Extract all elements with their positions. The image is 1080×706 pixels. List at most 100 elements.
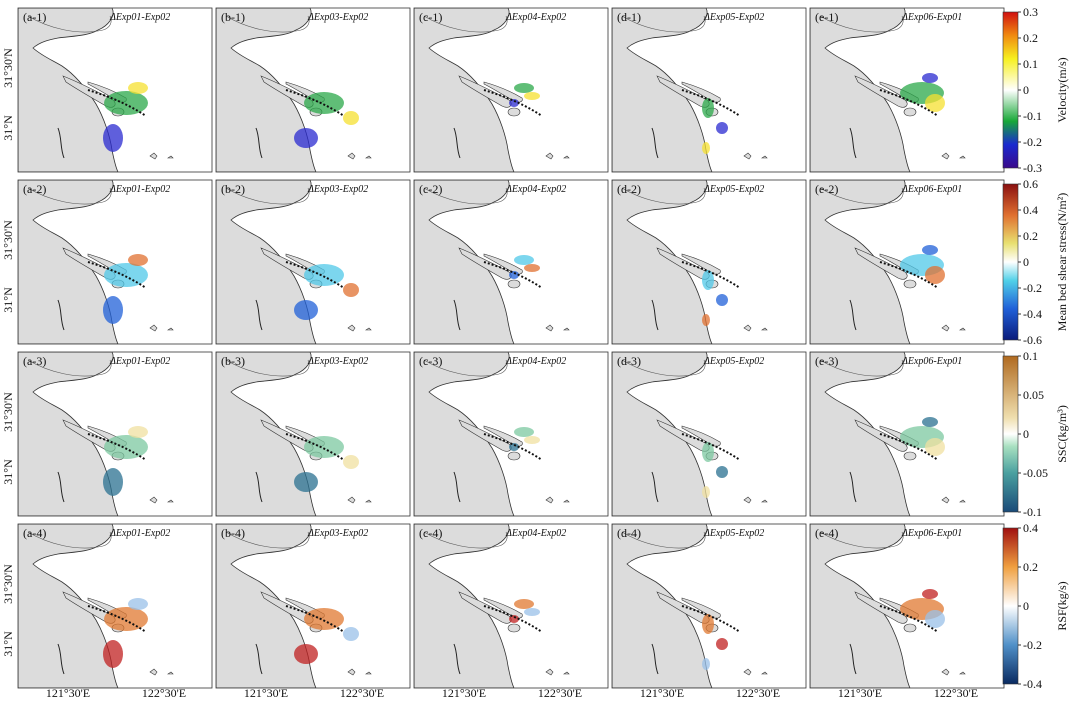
anomaly [294, 472, 318, 492]
anomaly [104, 263, 148, 287]
panel-label: (c-4) [419, 526, 442, 540]
colorbar-label: Velocity(m/s) [1055, 57, 1069, 122]
panel-label: (a-1) [23, 10, 46, 24]
x-label: 122°30'E [340, 686, 384, 700]
panel-label: (b-1) [221, 10, 245, 24]
anomaly [343, 455, 359, 469]
channel-line [285, 605, 345, 633]
panel-label: (b-3) [221, 354, 245, 368]
anomaly [104, 435, 148, 459]
anomaly [103, 124, 123, 152]
panel-title: ΔExp05-Exp02 [703, 184, 764, 195]
panel-border [611, 351, 807, 517]
colorbar-tick-label: -0.2 [1023, 281, 1042, 295]
panel-title: ΔExp05-Exp02 [703, 528, 764, 539]
panel-label: (c-2) [419, 182, 442, 196]
channel-line [879, 261, 939, 289]
x-label: 122°30'E [736, 686, 780, 700]
panel-title: ΔExp03-Exp02 [307, 184, 368, 195]
panel-border [413, 523, 609, 689]
panel-label: (d-4) [617, 526, 641, 540]
panel-border [611, 179, 807, 345]
map-panel: (a-1) ΔExp01-Exp02 [17, 7, 213, 173]
anomaly [103, 296, 123, 324]
map-panel: (b-2) ΔExp03-Exp02 [215, 179, 411, 345]
colorbar-tick-label: 0.4 [1023, 203, 1038, 217]
colorbar [1002, 183, 1019, 341]
panel-title: ΔExp03-Exp02 [307, 12, 368, 23]
channel-line [483, 433, 543, 461]
channel-line [87, 261, 147, 289]
x-label: 121°30'E [46, 686, 90, 700]
anomaly [702, 270, 714, 290]
map-panel: (b-4) ΔExp03-Exp02 [215, 523, 411, 689]
colorbar-tick-label: 0.05 [1023, 388, 1044, 402]
channel-line [681, 433, 741, 461]
anomaly [524, 92, 540, 100]
panel-label: (e-2) [815, 182, 838, 196]
anomaly [294, 300, 318, 320]
map-panel: (b-1) ΔExp03-Exp02 [215, 7, 411, 173]
anomaly [716, 122, 728, 134]
panel-label: (d-3) [617, 354, 641, 368]
panel-title: ΔExp03-Exp02 [307, 356, 368, 367]
anomaly [514, 255, 534, 265]
anomaly [514, 599, 534, 609]
panel-border [17, 351, 213, 517]
colorbar-tick-label: 0.6 [1023, 177, 1038, 191]
colorbar-tick-label: 0 [1023, 599, 1029, 613]
colorbar-label: Mean bed shear stress(N/m²) [1055, 193, 1069, 332]
panel-title: ΔExp04-Exp02 [505, 12, 566, 23]
anomaly [925, 438, 945, 456]
colorbar-label: RSF(kg/s) [1055, 581, 1069, 630]
anomaly [922, 73, 938, 83]
channel-line [483, 261, 543, 289]
panel-label: (e-3) [815, 354, 838, 368]
colorbar-label: SSC(kg/m³) [1055, 405, 1069, 463]
panel-border [17, 523, 213, 689]
y-label: 31°N [1, 631, 15, 657]
anomaly [104, 91, 148, 115]
colorbar-tick-label: -0.4 [1023, 307, 1042, 321]
anomaly [509, 271, 519, 279]
colorbar-tick-label: -0.05 [1023, 466, 1048, 480]
channel-line [285, 89, 345, 117]
panel-title: ΔExp06-Exp01 [901, 356, 962, 367]
colorbar-tick-label: -0.1 [1023, 109, 1042, 123]
panel-label: (d-2) [617, 182, 641, 196]
anomaly [509, 99, 519, 107]
x-label: 121°30'E [442, 686, 486, 700]
channel-line [879, 89, 939, 117]
panel-label: (e-1) [815, 10, 838, 24]
anomaly [128, 82, 148, 94]
anomaly [104, 607, 148, 631]
map-panel: (d-4) ΔExp05-Exp02 [611, 523, 807, 689]
colorbar-tick-label: -0.2 [1023, 638, 1042, 652]
anomaly [925, 610, 945, 628]
panel-border [17, 7, 213, 173]
colorbar-tick-label: 0 [1023, 427, 1029, 441]
anomaly [524, 264, 540, 272]
anomaly [128, 254, 148, 266]
panel-label: (b-4) [221, 526, 245, 540]
panel-border [413, 351, 609, 517]
panel-title: ΔExp01-Exp02 [109, 12, 170, 23]
colorbar-tick-label: -0.1 [1023, 505, 1042, 519]
anomaly [702, 314, 710, 326]
map-panel: (d-3) ΔExp05-Exp02 [611, 351, 807, 517]
x-label: 121°30'E [244, 686, 288, 700]
channel-line [285, 433, 345, 461]
anomaly [716, 638, 728, 650]
colorbar-tick-label: 0 [1023, 255, 1029, 269]
y-label: 31°30'N [1, 564, 15, 604]
anomaly [716, 466, 728, 478]
panel-label: (e-4) [815, 526, 838, 540]
anomaly [925, 94, 945, 112]
panel-title: ΔExp06-Exp01 [901, 12, 962, 23]
anomaly [702, 142, 710, 154]
panel-label: (c-3) [419, 354, 442, 368]
colorbar-tick-label: 0.2 [1023, 31, 1038, 45]
anomaly [524, 608, 540, 616]
anomaly [509, 443, 519, 451]
anomaly [702, 658, 710, 670]
